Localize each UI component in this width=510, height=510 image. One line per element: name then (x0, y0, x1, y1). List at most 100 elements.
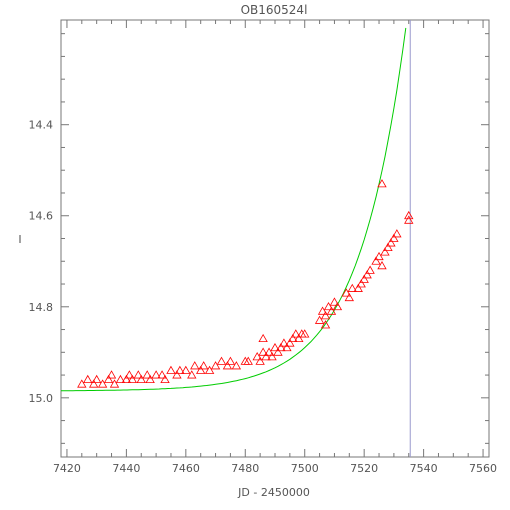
data-point (332, 301, 343, 311)
data-point (323, 301, 334, 311)
data-point (320, 311, 331, 320)
data-point (109, 379, 120, 388)
data-point (133, 370, 143, 379)
data-point (252, 352, 262, 361)
x-tick-label: 7420 (53, 462, 81, 475)
data-point (374, 251, 384, 261)
y-tick-label: 15.0 (29, 392, 54, 405)
data-point (288, 333, 298, 343)
data-point (270, 342, 280, 352)
fit-curve (61, 27, 407, 392)
data-point (300, 329, 310, 338)
data-point (97, 379, 108, 388)
data-point (320, 320, 331, 329)
data-points (77, 179, 414, 388)
data-point (371, 256, 381, 265)
data-point (255, 356, 265, 365)
data-point (103, 374, 114, 384)
data-point (258, 347, 268, 356)
data-point (187, 370, 197, 379)
x-tick-label: 7500 (291, 462, 319, 475)
data-point (341, 288, 352, 297)
data-point (258, 333, 268, 343)
x-tick-label: 7460 (172, 462, 200, 475)
data-point (157, 370, 167, 379)
data-point (151, 370, 161, 379)
data-point (190, 361, 200, 370)
data-point (291, 329, 301, 338)
model-fit-curve (61, 27, 407, 392)
data-point (210, 361, 221, 370)
data-point (181, 365, 191, 374)
x-tick-label: 7540 (410, 462, 438, 475)
data-point (115, 374, 126, 384)
x-axis-ticks: 7420 7440 7460 7480 7500 7520 7540 7560 (53, 20, 497, 475)
x-tick-label: 7480 (231, 462, 259, 475)
y-axis-ticks: 14.4 14.6 14.8 15.0 (29, 33, 489, 444)
data-point (404, 210, 414, 220)
data-point (77, 379, 87, 388)
data-point (317, 306, 328, 315)
data-point (386, 238, 396, 247)
data-point (353, 283, 363, 292)
data-point (127, 374, 138, 384)
data-point (347, 283, 357, 292)
data-point (121, 374, 132, 384)
data-point (142, 370, 152, 379)
data-point (136, 374, 146, 384)
data-point (344, 292, 354, 302)
data-point (356, 279, 366, 288)
data-point (326, 306, 337, 315)
data-point (222, 361, 233, 370)
data-point (89, 379, 99, 388)
chart-title: OB160524l (241, 3, 308, 17)
data-point (166, 365, 176, 374)
data-point (160, 374, 170, 384)
x-axis-label: JD - 2450000 (237, 486, 310, 499)
x-tick-label: 7440 (112, 462, 140, 475)
data-point (196, 365, 206, 374)
x-tick-label: 7560 (469, 462, 497, 475)
data-point (145, 374, 155, 384)
data-point (231, 361, 242, 370)
data-point (264, 347, 274, 356)
data-point (267, 352, 277, 361)
data-point (261, 352, 271, 361)
x-tick-label: 7520 (350, 462, 378, 475)
data-point (282, 342, 292, 352)
data-point (276, 342, 286, 352)
plot-frame (60, 19, 490, 458)
data-point (172, 370, 182, 379)
y-tick-label: 14.8 (29, 301, 54, 314)
data-point (365, 265, 375, 274)
data-point (216, 356, 227, 365)
y-tick-label: 14.4 (29, 119, 54, 132)
data-point (91, 374, 102, 384)
data-point (404, 215, 414, 224)
data-point (279, 338, 289, 347)
data-point (294, 333, 304, 343)
data-point (377, 261, 387, 270)
data-point (314, 315, 325, 324)
data-point (392, 229, 402, 238)
data-point (175, 365, 185, 374)
y-axis-label: I (18, 233, 21, 246)
data-point (204, 365, 215, 374)
data-point (83, 374, 93, 384)
data-point (243, 356, 253, 365)
data-point (380, 247, 390, 256)
data-point (124, 370, 135, 379)
data-point (106, 370, 117, 379)
y-tick-label: 14.6 (29, 210, 54, 223)
data-point (329, 297, 340, 306)
data-point (225, 356, 236, 365)
data-point (383, 242, 393, 252)
data-point (273, 347, 283, 356)
data-point (359, 274, 369, 283)
data-point (362, 270, 372, 279)
data-point (377, 179, 387, 188)
data-point (198, 361, 209, 370)
data-point (285, 338, 295, 347)
data-point (389, 233, 399, 242)
